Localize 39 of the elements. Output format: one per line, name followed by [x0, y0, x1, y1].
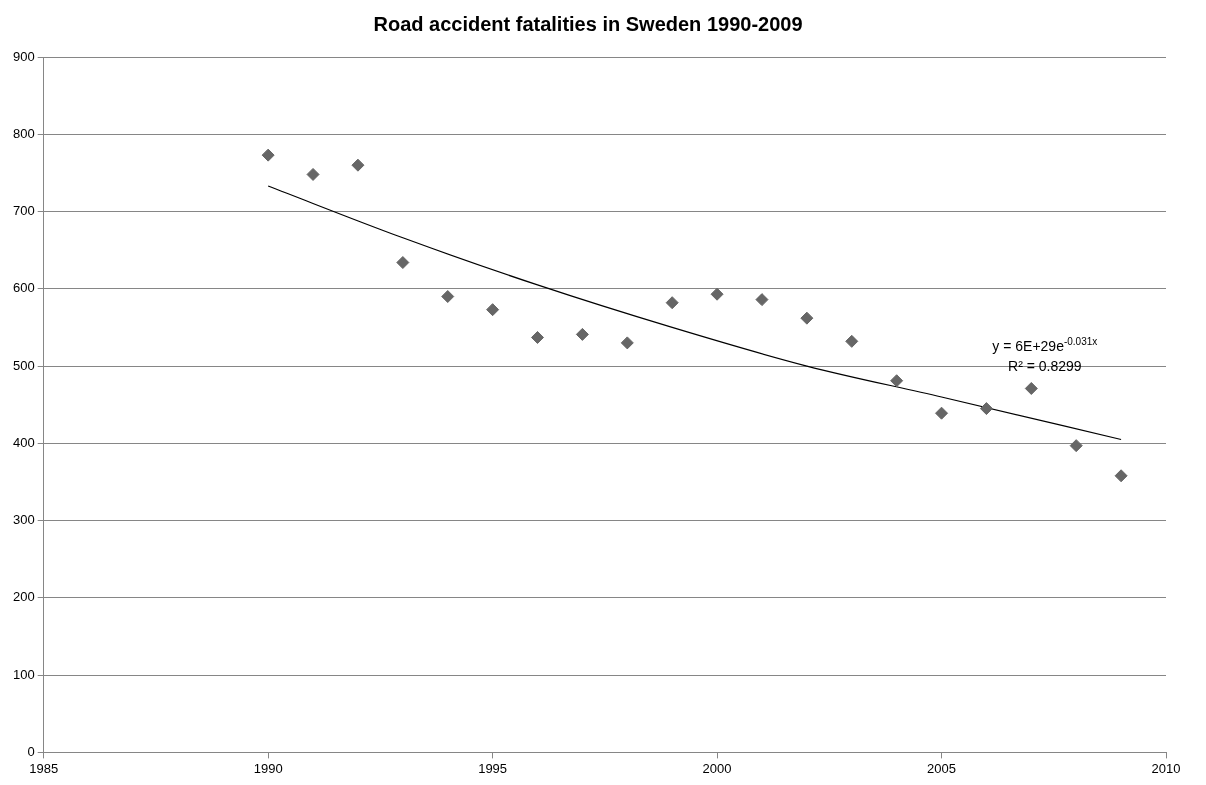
point — [306, 167, 320, 181]
x-tick-label: 2010 — [1151, 760, 1181, 776]
y-tick-label: 400 — [12, 434, 35, 450]
point — [1024, 381, 1038, 395]
point — [800, 311, 814, 325]
point — [890, 374, 904, 388]
y-tick-label: 200 — [12, 589, 35, 605]
y-tick-label: 900 — [12, 48, 35, 64]
chart-title: Road accident fatalities in Sweden 1990-2009 — [373, 12, 803, 35]
point — [755, 293, 769, 307]
point — [396, 256, 410, 270]
y-tick-label: 700 — [12, 203, 35, 219]
point — [665, 296, 679, 310]
x-tick-label: 1985 — [29, 760, 59, 776]
y-tick-label: 800 — [12, 125, 35, 141]
y-tick-label: 0 — [27, 743, 35, 759]
point — [620, 336, 634, 350]
point — [845, 334, 859, 348]
point — [979, 402, 993, 416]
x-tick-label: 1995 — [478, 760, 508, 776]
point — [1114, 469, 1128, 483]
annotation: R² = 0.8299 — [1008, 357, 1082, 374]
point — [710, 287, 724, 301]
point — [1069, 439, 1083, 453]
point — [531, 330, 545, 344]
x-tick-label: 1990 — [253, 760, 283, 776]
x-tick-label: 2000 — [702, 760, 732, 776]
line-series — [267, 185, 1122, 441]
point — [351, 158, 365, 172]
point — [261, 148, 275, 162]
point — [575, 327, 589, 341]
point — [441, 290, 455, 304]
point — [486, 303, 500, 317]
y-tick-label: 600 — [12, 280, 35, 296]
y-tick-label: 300 — [12, 512, 35, 528]
y-tick-label: 500 — [12, 357, 35, 373]
x-tick-label: 2005 — [927, 760, 956, 776]
y-tick-label: 100 — [12, 666, 35, 682]
point — [935, 406, 949, 420]
